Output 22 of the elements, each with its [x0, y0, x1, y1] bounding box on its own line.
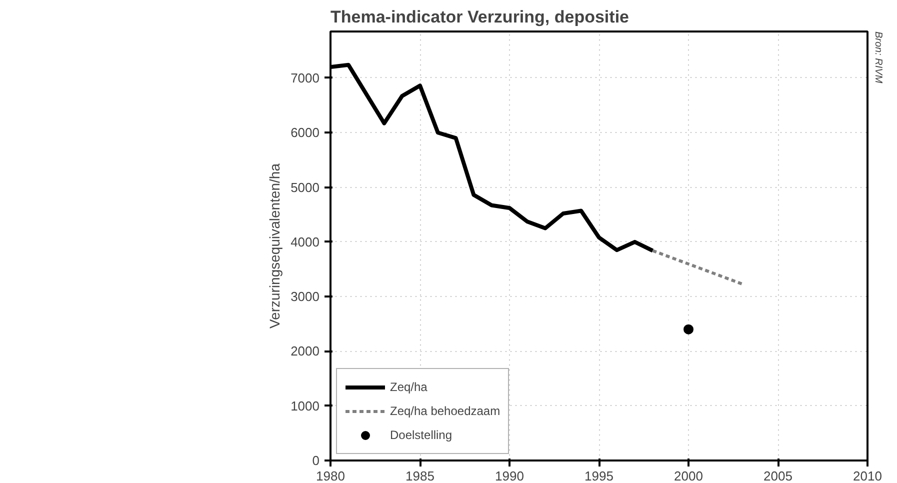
- x-tick-label: 2010: [853, 468, 882, 483]
- legend-label: Doelstelling: [390, 428, 452, 442]
- x-tick-label: 1985: [406, 468, 434, 483]
- y-tick-label: 6000: [290, 125, 320, 140]
- y-tick-label: 3000: [290, 289, 320, 304]
- chart-title: Thema-indicator Verzuring, depositie: [330, 8, 629, 26]
- text: Bron: RIVM: [872, 32, 884, 84]
- x-tick-label: 2000: [674, 468, 703, 483]
- y-tick-label: 5000: [290, 180, 320, 195]
- y-axis-title: Verzuringsequivalenten/ha: [266, 163, 283, 329]
- y-tick-label: 7000: [290, 70, 320, 86]
- legend-label: Zeq/ha behoedzaam: [390, 404, 500, 418]
- y-tick-label: 0: [312, 453, 320, 468]
- x-tick-label: 2005: [764, 468, 792, 483]
- y-tick-label: 1000: [290, 398, 320, 414]
- x-tick-label: 1995: [584, 468, 614, 483]
- line-series: [330, 62, 655, 253]
- x-tick-label: 1980: [316, 468, 345, 483]
- y-tick-label: 4000: [290, 234, 320, 250]
- y-tick-label: 2000: [290, 344, 320, 359]
- x-tick-label: 1990: [495, 468, 524, 483]
- legend-label: Zeq/ha: [390, 380, 428, 394]
